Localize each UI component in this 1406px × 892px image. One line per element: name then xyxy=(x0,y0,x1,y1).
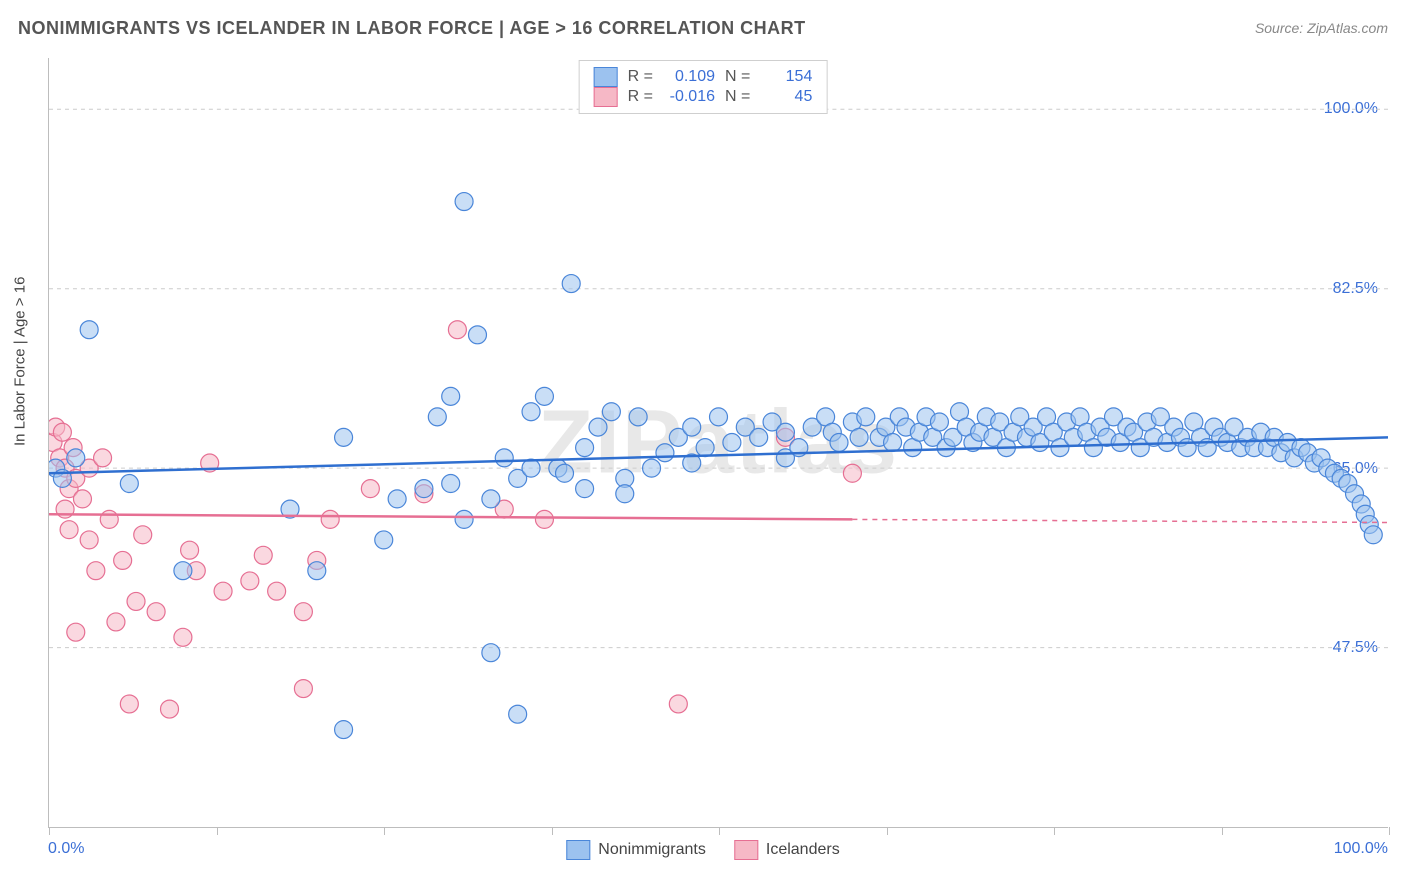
legend-item-pink: Icelanders xyxy=(734,840,840,860)
stat-r-pink: -0.016 xyxy=(663,88,715,106)
swatch-pink xyxy=(594,87,618,107)
stat-n-pink: 45 xyxy=(760,88,812,106)
x-tick xyxy=(719,827,720,835)
chart-svg xyxy=(49,58,1388,827)
x-axis-right-label: 100.0% xyxy=(1334,840,1388,874)
x-tick xyxy=(384,827,385,835)
legend-correlation-box: R = 0.109 N = 154 R = -0.016 N = 45 xyxy=(579,60,828,114)
stat-n-label: N = xyxy=(725,88,750,106)
legend-label-blue: Nonimmigrants xyxy=(598,841,706,859)
stat-n-label: N = xyxy=(725,68,750,86)
plot-area: ZIPatlas 47.5%65.0%82.5%100.0% xyxy=(48,58,1388,828)
swatch-pink xyxy=(734,840,758,860)
stat-n-blue: 154 xyxy=(760,68,812,86)
y-axis-label: In Labor Force | Age > 16 xyxy=(12,277,29,446)
x-tick xyxy=(1054,827,1055,835)
x-tick xyxy=(1389,827,1390,835)
swatch-blue xyxy=(566,840,590,860)
x-tick xyxy=(552,827,553,835)
legend-label-pink: Icelanders xyxy=(766,841,840,859)
legend-series-box: Nonimmigrants Icelanders xyxy=(566,840,839,860)
legend-item-blue: Nonimmigrants xyxy=(566,840,706,860)
legend-row-pink: R = -0.016 N = 45 xyxy=(594,87,813,107)
x-tick xyxy=(887,827,888,835)
legend-row-blue: R = 0.109 N = 154 xyxy=(594,67,813,87)
source-attribution: Source: ZipAtlas.com xyxy=(1255,20,1388,36)
stat-r-blue: 0.109 xyxy=(663,68,715,86)
chart-title: NONIMMIGRANTS VS ICELANDER IN LABOR FORC… xyxy=(18,18,806,39)
x-tick xyxy=(217,827,218,835)
x-tick xyxy=(49,827,50,835)
stat-r-label: R = xyxy=(628,88,653,106)
x-axis-left-label: 0.0% xyxy=(48,840,84,874)
swatch-blue xyxy=(594,67,618,87)
stat-r-label: R = xyxy=(628,68,653,86)
x-tick xyxy=(1222,827,1223,835)
